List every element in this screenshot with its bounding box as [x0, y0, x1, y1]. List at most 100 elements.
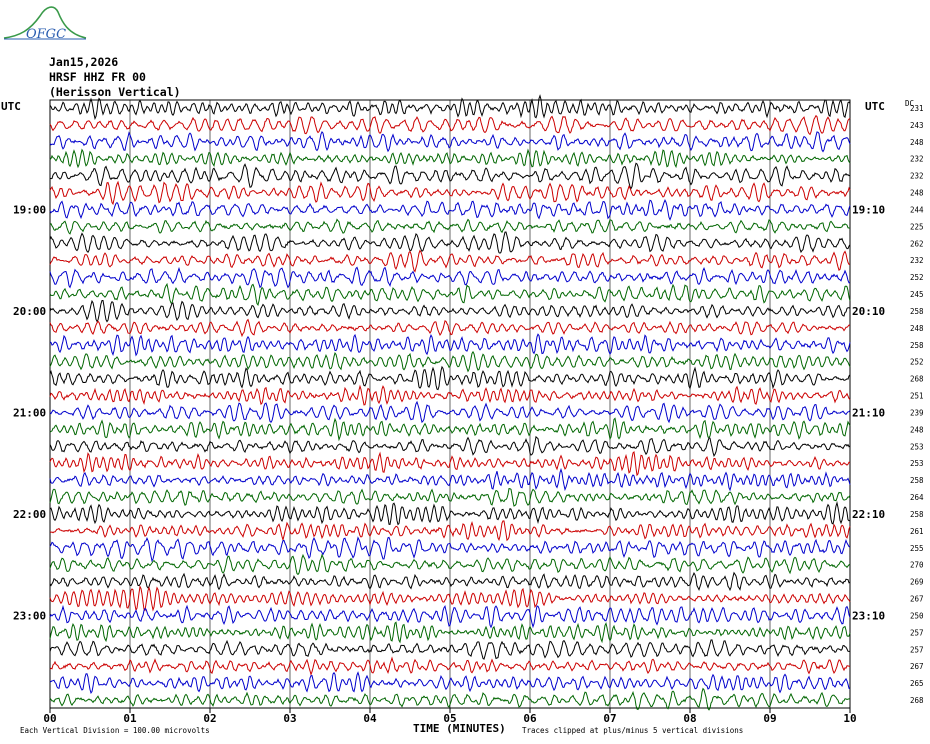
dc-offset-label: 250	[910, 611, 924, 620]
left-hour-label: 20:00	[13, 305, 46, 318]
dc-offset-label: 248	[910, 138, 924, 147]
dc-offset-label: 253	[910, 459, 924, 468]
header-date: Jan15,2026	[49, 55, 119, 69]
dc-offset-label: 232	[910, 172, 924, 181]
right-hour-label: 23:10	[852, 609, 885, 622]
dc-offset-label: 265	[910, 679, 924, 688]
trace-row-31	[49, 621, 851, 644]
trace-row-22	[49, 467, 851, 492]
trace-row-4	[49, 162, 851, 190]
x-tick-label: 01	[123, 712, 137, 725]
dc-offset-label: 268	[910, 696, 924, 705]
right-utc-label: UTC	[865, 100, 885, 113]
dc-offset-label: 267	[910, 662, 924, 671]
dc-offset-label: 244	[910, 205, 924, 214]
dc-offset-label: 258	[910, 510, 924, 519]
trace-row-32	[49, 639, 850, 660]
trace-row-2	[49, 130, 851, 153]
trace-row-34	[49, 671, 851, 694]
trace-row-24	[49, 500, 851, 526]
dc-offset-label: 258	[910, 341, 924, 350]
dc-offset-label: 268	[910, 375, 924, 384]
footer-vertical-division: Each Vertical Division = 100.00 microvol…	[20, 726, 210, 735]
dc-offset-label: 257	[910, 628, 924, 637]
dc-offset-label: 248	[910, 189, 924, 198]
right-hour-label: 20:10	[852, 305, 885, 318]
x-tick-label: 06	[523, 712, 537, 725]
trace-row-20	[49, 435, 851, 457]
trace-row-19	[49, 417, 851, 442]
trace-row-35	[49, 687, 851, 711]
dc-offset-label: 255	[910, 544, 924, 553]
trace-row-25	[49, 520, 851, 542]
dc-offset-label: 267	[910, 595, 924, 604]
dc-offset-label: 269	[910, 578, 924, 587]
x-tick-label: 08	[683, 712, 696, 725]
dc-offset-label: 253	[910, 442, 924, 451]
trace-row-15	[49, 350, 851, 373]
header-description: (Herisson Vertical)	[49, 85, 181, 99]
dc-offset-label: 262	[910, 239, 924, 248]
trace-row-8	[49, 231, 851, 254]
dc-offset-label: 251	[910, 392, 924, 401]
left-hour-label: 22:00	[13, 508, 46, 521]
dc-offset-label: 248	[910, 425, 924, 434]
logo-mountain-curve	[3, 6, 87, 39]
dc-offset-label: 225	[910, 222, 924, 231]
trace-row-1	[49, 114, 851, 136]
trace-row-6	[49, 199, 851, 221]
dc-offset-label: 239	[910, 408, 924, 417]
x-tick-label: 00	[43, 712, 56, 725]
trace-row-11	[49, 282, 851, 306]
left-hour-label: 19:00	[13, 203, 46, 216]
trace-row-16	[49, 365, 851, 391]
dc-offset-label: 245	[910, 290, 924, 299]
x-tick-label: 07	[603, 712, 616, 725]
left-hour-label: 23:00	[13, 609, 46, 622]
dc-offset-label: 248	[910, 324, 924, 333]
dc-offset-label: 258	[910, 476, 924, 485]
trace-row-21	[49, 451, 851, 477]
dc-offset-label: 261	[910, 527, 924, 536]
logo-text: OFGC	[26, 27, 67, 42]
trace-row-26	[49, 536, 851, 563]
dc-offset-label: 257	[910, 645, 924, 654]
right-hour-label: 21:10	[852, 406, 885, 419]
dc-offset-label: 231	[910, 104, 924, 113]
dc-offset-label: 270	[910, 561, 924, 570]
dc-offset-label: 258	[910, 307, 924, 316]
right-hour-label: 19:10	[852, 203, 885, 216]
right-hour-label: 22:10	[852, 508, 885, 521]
trace-row-12	[49, 299, 851, 323]
trace-row-9	[49, 249, 851, 273]
dc-offset-label: 252	[910, 358, 924, 367]
trace-row-3	[49, 148, 851, 169]
trace-row-30	[49, 604, 851, 629]
header-station: HRSF HHZ FR 00	[49, 70, 146, 84]
x-tick-label: 03	[283, 712, 296, 725]
trace-row-10	[49, 266, 851, 289]
ofgc-logo	[3, 6, 87, 40]
dc-offset-label: 252	[910, 273, 924, 282]
trace-row-17	[49, 384, 851, 406]
x-tick-label: 09	[763, 712, 776, 725]
left-utc-label: UTC	[1, 100, 21, 113]
x-tick-label: 02	[203, 712, 216, 725]
left-hour-label: 21:00	[13, 406, 46, 419]
trace-row-7	[49, 218, 851, 235]
trace-row-5	[49, 180, 851, 206]
x-tick-label: 04	[363, 712, 377, 725]
trace-row-28	[49, 571, 851, 592]
dc-label: DC	[905, 99, 915, 108]
trace-row-33	[49, 656, 851, 677]
x-tick-label: 05	[443, 712, 456, 725]
x-tick-label: 10	[843, 712, 856, 725]
trace-row-27	[49, 553, 851, 576]
trace-row-0	[49, 94, 851, 121]
dc-offset-label: 243	[910, 121, 924, 130]
footer-clipping-note: Traces clipped at plus/minus 5 vertical …	[522, 726, 744, 735]
trace-row-29	[49, 585, 851, 612]
dc-offset-label: 232	[910, 155, 924, 164]
trace-row-18	[49, 400, 851, 424]
